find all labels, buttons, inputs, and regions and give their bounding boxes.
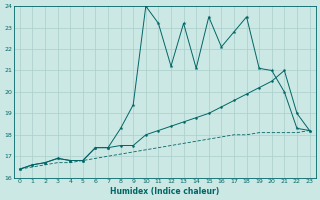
X-axis label: Humidex (Indice chaleur): Humidex (Indice chaleur)	[110, 187, 219, 196]
